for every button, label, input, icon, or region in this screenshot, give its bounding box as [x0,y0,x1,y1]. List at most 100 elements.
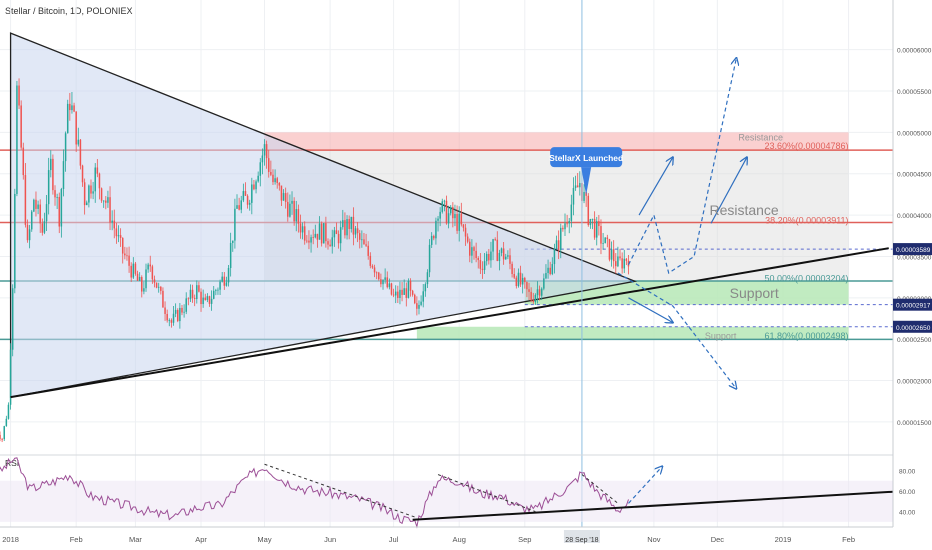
candle-body [390,283,393,295]
candle-body [617,256,619,267]
candle-body [356,228,359,234]
candle-body [105,200,107,203]
y-tick-label: 0.00001500 [897,420,932,427]
candle-body [50,158,52,171]
candle-body [566,223,568,225]
candle-body [179,307,181,322]
candle-body [621,258,623,269]
candle-body [234,208,236,241]
candle-body [77,139,80,145]
candle-body [306,240,308,242]
candle-body [595,221,598,238]
candle-body [115,228,118,237]
candle-body [130,265,132,278]
level-label: 23.60%(0.00004786) [764,141,848,151]
candle-body [202,297,204,305]
candle-body [111,220,113,223]
candle-body [69,103,71,111]
candle-body [323,223,325,244]
candle-body [289,203,291,217]
candle-body [536,289,539,295]
candle-body [543,278,545,289]
candle-body [185,298,187,312]
candle-body [433,235,435,239]
candle-body [352,216,355,235]
drawings: StellarX Launched [10,0,889,527]
candle-body [610,249,613,260]
candle-body [549,267,551,275]
candle-body [198,285,200,292]
candle-body [124,253,126,256]
candle-body [7,404,10,419]
candle-body [606,237,609,240]
candle-body [553,248,556,265]
level-label: Support [705,331,737,341]
x-tick-label: Nov [647,535,661,544]
candle-body [33,199,35,212]
candle-body [528,289,530,292]
candle-body [47,170,50,205]
candle-body [147,264,149,270]
candle-body [335,230,338,234]
candle-body [90,185,92,194]
price-candles [0,78,630,443]
candle-body [517,272,520,287]
candle-body [488,253,490,261]
candle-body [196,285,198,299]
candle-body [500,248,503,253]
candle-body [519,272,522,285]
x-tick-label: Sep [518,535,531,544]
y-tick-label: 0.00005000 [897,130,932,137]
candle-body [287,201,289,217]
level-labels: Resistance23.60%(0.00004786)Resistance38… [705,133,849,342]
candle-body [320,223,323,244]
x-tick-label: Jun [324,535,336,544]
candle-body [39,204,41,224]
y-tick-label: 0.00004000 [897,213,932,220]
candle-body [1,438,3,440]
candle-body [278,182,281,186]
x-tick-label: Mar [129,535,142,544]
candle-body [534,294,537,303]
candle-body [532,300,535,303]
candle-body [160,286,162,291]
candle-body [619,256,621,259]
candle-body [426,272,429,285]
candle-body [109,197,111,223]
candle-body [215,290,217,292]
candle-body [354,228,357,235]
y-tick-label: 0.00002500 [897,337,932,344]
candle-body [98,173,101,189]
price-tag-label: 0.00002917 [896,303,931,310]
candle-body [189,289,192,300]
candle-body [445,200,448,224]
candle-body [255,181,257,190]
price-tag-label: 0.00003589 [896,247,931,254]
candle-body [267,158,270,172]
candle-body [162,290,164,308]
x-tick-label: Aug [453,535,466,544]
candle-body [350,216,353,230]
candle-body [113,220,116,229]
candle-body [458,213,460,231]
chart-title: Stellar / Bitcoin, 1D, POLONIEX [5,6,133,16]
candle-body [155,282,158,288]
candle-body [447,213,450,224]
candle-body [272,174,274,183]
candle-body [291,200,293,204]
candle-body [64,133,67,162]
candle-body [240,200,242,210]
level-label: Resistance [709,202,778,218]
candle-body [138,277,141,281]
candle-body [623,258,626,269]
candle-body [473,247,475,251]
candle-body [515,277,518,287]
rsi-tick-label: 60.00 [899,489,916,496]
rsi-pane: RSI [0,454,906,529]
x-tick-label: Feb [842,535,855,544]
candle-body [83,182,86,206]
candle-body [316,233,319,240]
candle-body [318,223,321,240]
candle-body [329,244,331,247]
y-tick-label: 0.00005500 [897,89,932,96]
